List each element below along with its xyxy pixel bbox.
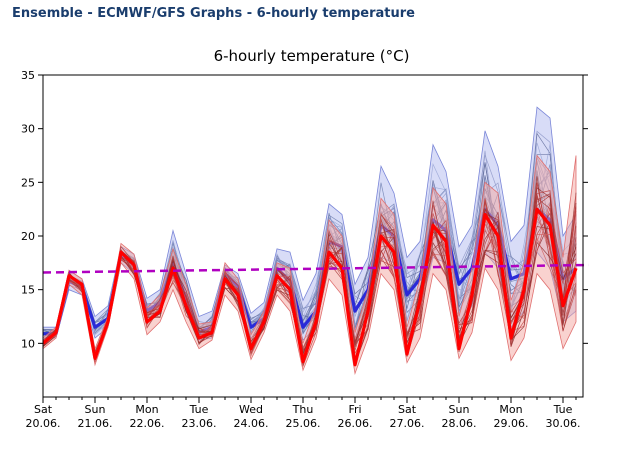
x-tick-date-label: 29.06. xyxy=(494,417,529,430)
x-tick-date-label: 25.06. xyxy=(286,417,321,430)
y-tick-label: 25 xyxy=(21,176,35,189)
x-tick-day-label: Sun xyxy=(449,403,470,416)
y-tick-label: 30 xyxy=(21,123,35,136)
x-tick-day-label: Sat xyxy=(34,403,53,416)
ecmwf-member-line xyxy=(43,212,577,364)
y-tick-label: 20 xyxy=(21,230,35,243)
x-tick-date-label: 26.06. xyxy=(338,417,373,430)
chart-title: 6-hourly temperature (°C) xyxy=(213,47,410,65)
x-tick-date-label: 21.06. xyxy=(78,417,113,430)
x-tick-day-label: Sat xyxy=(398,403,417,416)
x-tick-day-label: Tue xyxy=(189,403,209,416)
ecmwf-mean-line xyxy=(43,207,578,367)
ecmwf-spread-band xyxy=(43,154,577,375)
x-tick-day-label: Mon xyxy=(499,403,522,416)
x-tick-day-label: Wed xyxy=(239,403,263,416)
x-tick-date-label: 20.06. xyxy=(26,417,61,430)
page-header: Ensemble - ECMWF/GFS Graphs - 6-hourly t… xyxy=(12,6,415,21)
x-tick-day-label: Thu xyxy=(292,403,314,416)
x-tick-day-label: Mon xyxy=(135,403,158,416)
x-tick-date-label: 30.06. xyxy=(546,417,581,430)
y-tick-label: 35 xyxy=(21,69,35,82)
y-tick-label: 15 xyxy=(21,284,35,297)
y-tick-label: 10 xyxy=(21,337,35,350)
x-tick-date-label: 24.06. xyxy=(234,417,269,430)
x-tick-date-label: 27.06. xyxy=(390,417,425,430)
ecmwf-member-line xyxy=(43,183,577,368)
x-tick-day-label: Sun xyxy=(85,403,106,416)
x-tick-day-label: Fri xyxy=(348,403,361,416)
x-tick-day-label: Tue xyxy=(553,403,573,416)
x-tick-date-label: 28.06. xyxy=(442,417,477,430)
ecmwf-series-group xyxy=(43,154,578,375)
x-tick-date-label: 23.06. xyxy=(182,417,217,430)
climate-dashed-line xyxy=(42,263,590,274)
x-tick-date-label: 22.06. xyxy=(130,417,165,430)
